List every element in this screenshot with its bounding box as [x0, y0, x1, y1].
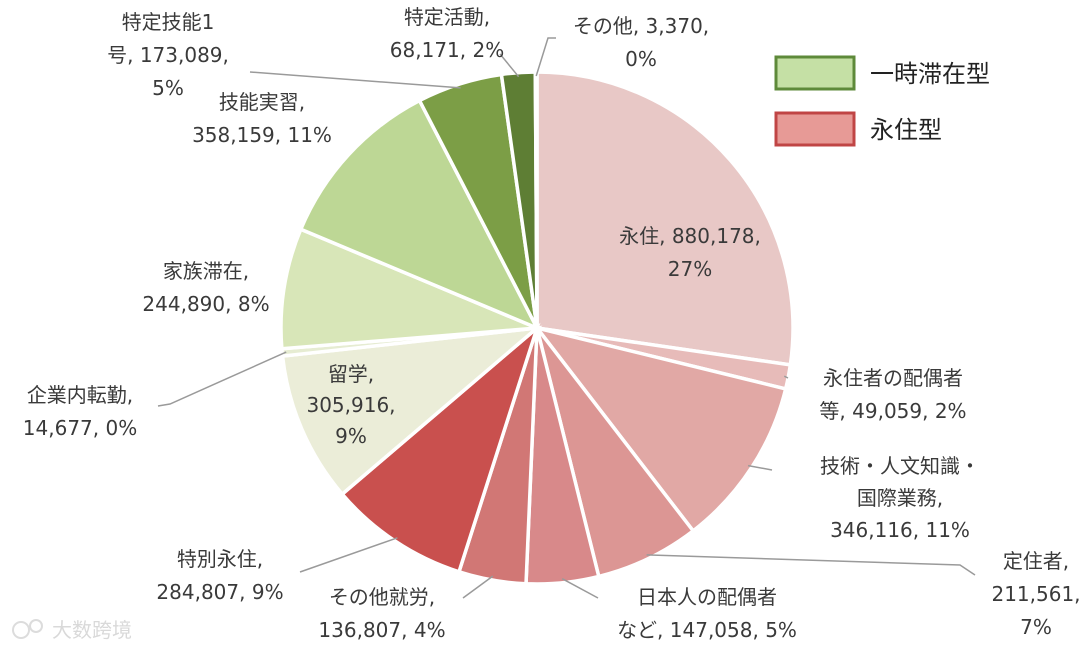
data-label-line: 68,171, 2% [390, 38, 504, 62]
pie-slice-11 [298, 98, 541, 332]
data-label-line: 企業内転勤, [27, 383, 133, 407]
watermark: 大数跨境 [12, 618, 132, 642]
data-label-line: 日本人の配偶者 [637, 585, 777, 609]
data-label-line: 技術・人文知識・ [820, 454, 980, 478]
data-label-line: 305,916, [306, 393, 395, 417]
data-label-line: 5% [152, 76, 184, 100]
data-label-3: 技術・人文知識・国際業務, 346,116, 11% [820, 454, 980, 542]
legend: 一時滞在型 永住型 [774, 55, 990, 147]
data-label-line: 0% [625, 47, 657, 71]
leader-line-6 [462, 575, 494, 599]
data-label-line: 永住, 880,178, [619, 224, 761, 248]
data-label-11: 技能実習, 358,159, 11% [192, 90, 332, 147]
data-label-line: その他, 3,370, [573, 14, 709, 38]
data-label-line: 284,807, 9% [156, 580, 283, 604]
data-label-4: 定住者, 211,561, 7% [991, 549, 1080, 639]
leader-line-14 [535, 37, 556, 77]
data-label-line: その他就労, [329, 585, 435, 609]
watermark-logo-icon [12, 621, 30, 639]
data-label-line: など, 147,058, 5% [617, 618, 797, 642]
pie-slice-14 [533, 70, 539, 329]
data-label-line: 244,890, 8% [142, 292, 269, 316]
leader-line-13 [499, 53, 520, 78]
pie-slice-7 [339, 322, 541, 575]
data-label-line: 留学, [328, 362, 374, 386]
data-label-14: その他, 3,370, 0% [573, 14, 709, 71]
watermark-logo-icon-dot [29, 619, 43, 633]
data-label-line: 27% [668, 257, 712, 281]
watermark-text: 大数跨境 [52, 618, 132, 642]
data-label-10: 家族滞在, 244,890, 8% [142, 259, 269, 316]
data-label-5: 日本人の配偶者など, 147,058, 5% [617, 585, 797, 642]
pie-slice-3 [532, 325, 788, 534]
leader-line-3 [747, 464, 773, 471]
leader-line-5 [561, 578, 599, 599]
data-label-line: 346,116, 11% [830, 518, 970, 542]
leader-line-12 [249, 71, 461, 89]
data-label-12: 特定技能1 号, 173,089, 5% [107, 10, 229, 100]
data-label-line: 永住者の配偶者 [823, 366, 963, 390]
data-label-1: 永住, 880,178, 27% [619, 224, 761, 281]
data-label-line: 技能実習, [219, 90, 305, 114]
data-label-line: 211,561, [991, 582, 1080, 606]
data-label-13: 特定活動, 68,171, 2% [390, 5, 504, 62]
data-label-line: 家族滞在, [163, 259, 249, 283]
legend-swatch-permanent [774, 111, 856, 147]
leader-lines [157, 37, 976, 599]
leader-line-9 [157, 351, 287, 407]
data-labels: 永住, 880,178, 27% 永住者の配偶者等, 49,059, 2% 技術・人文… [23, 5, 1080, 642]
data-label-line: 136,807, 4% [318, 618, 445, 642]
pie-slice-1 [535, 70, 795, 367]
data-label-line: 定住者, [1003, 549, 1069, 573]
legend-label-permanent: 永住型 [870, 116, 942, 144]
pie-slice-10 [279, 226, 538, 351]
legend-swatch-temporary [774, 55, 856, 91]
data-label-line: 等, 49,059, 2% [819, 399, 966, 423]
leader-line-2 [783, 375, 789, 379]
data-label-line: 特定技能1 [122, 10, 215, 34]
data-label-line: 特別永住, [177, 547, 263, 571]
leader-line-7 [299, 537, 398, 573]
data-label-6: その他就労, 136,807, 4% [318, 585, 445, 642]
data-label-line: 14,677, 0% [23, 416, 137, 440]
data-label-2: 永住者の配偶者等, 49,059, 2% [819, 366, 966, 423]
data-label-line: 特定活動, [404, 5, 490, 29]
pie-slices [279, 70, 795, 586]
data-label-line: 7% [1020, 615, 1052, 639]
leader-line-4 [646, 554, 976, 576]
data-label-line: 号, 173,089, [107, 43, 229, 67]
data-label-line: 358,159, 11% [192, 123, 332, 147]
legend-label-temporary: 一時滞在型 [870, 60, 990, 88]
data-label-9: 企業内転勤, 14,677, 0% [23, 383, 137, 440]
data-label-line: 9% [335, 424, 367, 448]
data-label-8: 留学, 305,916, 9% [306, 362, 395, 448]
data-label-line: 国際業務, [857, 486, 943, 510]
data-label-7: 特別永住, 284,807, 9% [156, 547, 283, 604]
pie-slice-8 [280, 325, 543, 497]
